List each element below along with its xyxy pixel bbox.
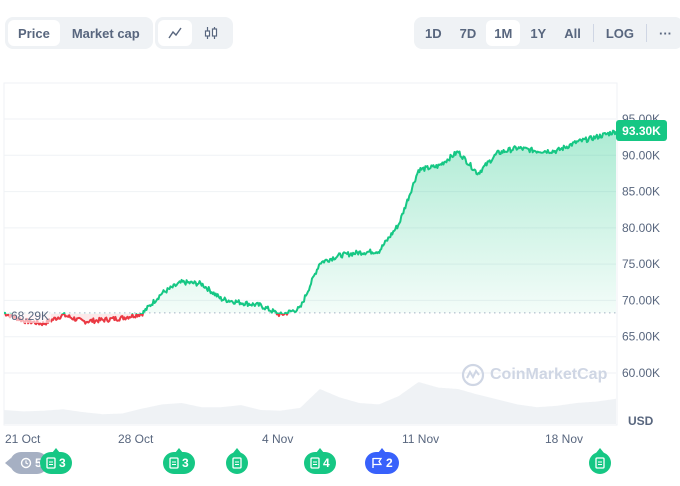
document-icon — [595, 457, 605, 469]
event-count: 4 — [323, 456, 330, 470]
range-all[interactable]: All — [564, 25, 581, 41]
divider — [592, 24, 594, 42]
svg-text:80.00K: 80.00K — [622, 221, 660, 235]
chart-type-toggle — [155, 17, 233, 49]
volume-bars — [4, 382, 616, 424]
event-count: 3 — [182, 456, 189, 470]
range-1m[interactable]: 1M — [486, 20, 521, 46]
svg-text:65.00K: 65.00K — [622, 330, 660, 344]
flag-icon — [372, 457, 383, 468]
event-marker-history[interactable]: 5 — [5, 452, 48, 474]
candlestick-button[interactable] — [194, 20, 228, 46]
svg-text:21 Oct: 21 Oct — [5, 432, 41, 446]
event-count: 5 — [35, 456, 42, 470]
history-icon — [20, 457, 32, 469]
svg-text:70.00K: 70.00K — [622, 293, 660, 307]
x-axis-labels: 21 Oct 28 Oct 4 Nov 11 Nov 18 Nov — [5, 432, 583, 446]
candlestick-icon — [204, 27, 218, 39]
document-icon — [169, 457, 179, 469]
svg-text:60.00K: 60.00K — [622, 366, 660, 380]
log-scale-button[interactable]: LOG — [605, 25, 635, 41]
range-7d[interactable]: 7D — [459, 25, 477, 41]
event-marker-news[interactable] — [226, 448, 248, 474]
svg-text:18 Nov: 18 Nov — [545, 432, 583, 446]
price-area — [4, 129, 617, 327]
document-icon — [310, 457, 320, 469]
svg-text:85.00K: 85.00K — [622, 185, 660, 199]
time-range-toggle: 1D 7D 1M 1Y All LOG ··· — [414, 17, 680, 49]
chart-frame — [3, 82, 618, 426]
event-marker-news[interactable] — [589, 448, 611, 474]
event-marker-flag[interactable]: 2 — [365, 448, 399, 474]
document-icon — [232, 457, 242, 469]
price-marketcap-toggle: Price Market cap — [5, 17, 153, 49]
reference-price-label: 68.29K — [9, 309, 52, 323]
current-price-badge: 93.30K — [616, 120, 667, 141]
event-marker-news[interactable]: 3 — [163, 448, 195, 474]
svg-text:4 Nov: 4 Nov — [262, 432, 293, 446]
svg-text:28 Oct: 28 Oct — [118, 432, 154, 446]
svg-text:90.00K: 90.00K — [622, 148, 660, 162]
divider — [646, 24, 648, 42]
more-options-button[interactable]: ··· — [659, 25, 673, 41]
tab-market-cap[interactable]: Market cap — [71, 25, 140, 41]
event-count: 2 — [386, 456, 393, 470]
tab-price[interactable]: Price — [8, 20, 60, 46]
watermark: CoinMarketCap — [461, 363, 607, 387]
range-1y[interactable]: 1Y — [530, 25, 547, 41]
range-1d[interactable]: 1D — [425, 25, 442, 41]
line-chart-icon — [168, 27, 182, 39]
event-marker-news[interactable]: 4 — [304, 448, 336, 474]
svg-text:75.00K: 75.00K — [622, 257, 660, 271]
event-marker-news[interactable]: 3 — [40, 448, 72, 474]
y-axis-labels: 60.00K 65.00K 70.00K 75.00K 80.00K 85.00K 90.0… — [622, 112, 660, 380]
svg-text:11 Nov: 11 Nov — [402, 432, 439, 446]
watermark-text: CoinMarketCap — [490, 366, 608, 383]
line-chart-button[interactable] — [158, 20, 192, 46]
event-count: 3 — [59, 456, 66, 470]
currency-label: USD — [628, 414, 654, 428]
document-icon — [46, 457, 56, 469]
coinmarketcap-logo-icon — [461, 363, 485, 387]
